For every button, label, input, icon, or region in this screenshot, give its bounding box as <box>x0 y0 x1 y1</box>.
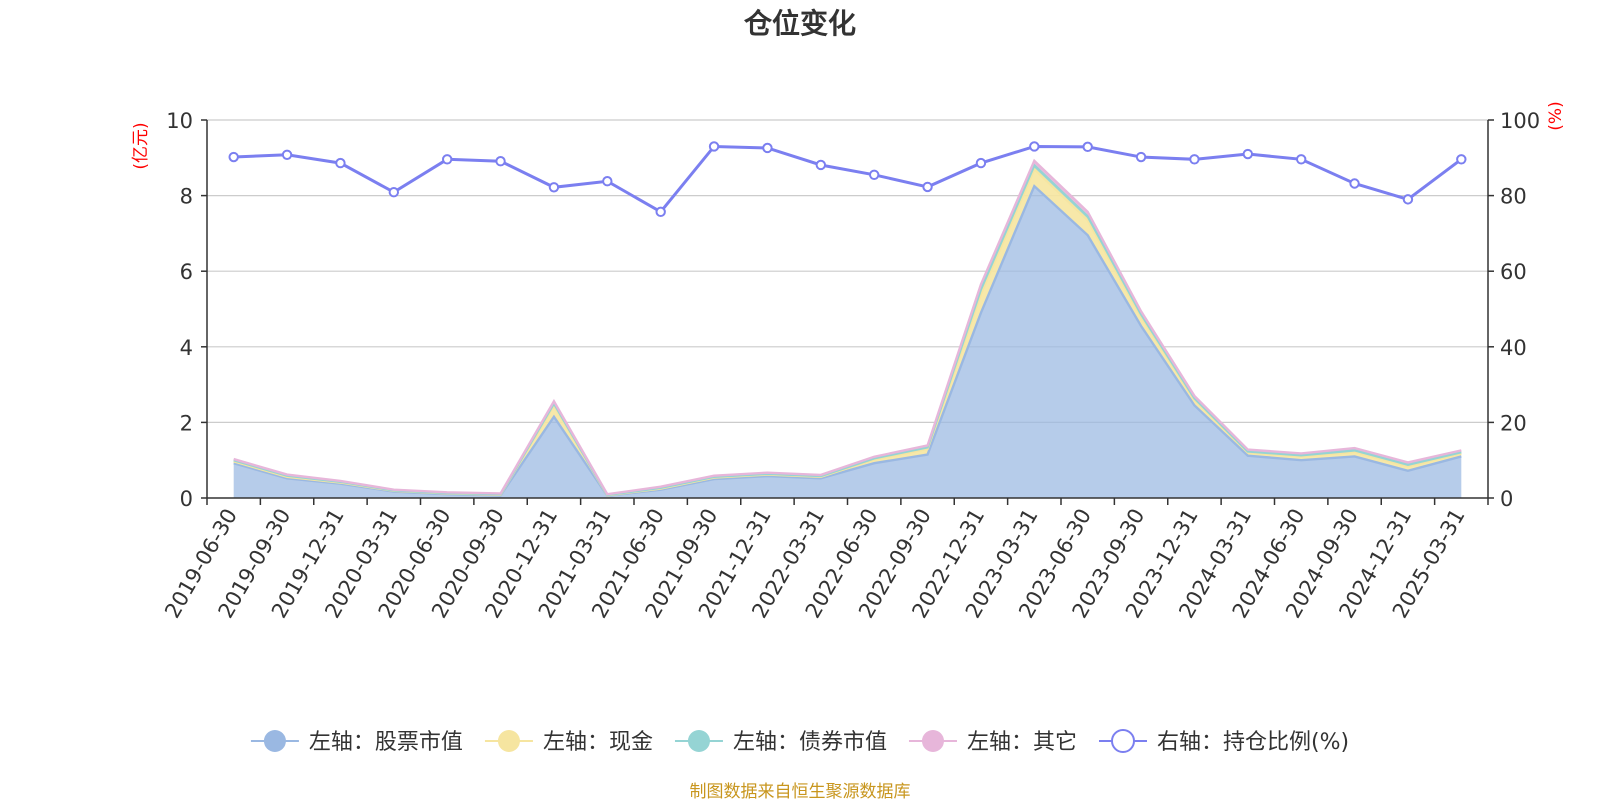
area-series-1 <box>233 169 1462 496</box>
right-axis-unit: (%) <box>1546 101 1566 130</box>
position-ratio-point <box>922 181 933 193</box>
legend-hollow-circle-icon <box>1110 729 1135 753</box>
position-ratio-point <box>1456 154 1467 165</box>
right-axis-tick-label: 20 <box>1500 411 1527 435</box>
position-ratio-point <box>602 176 613 187</box>
right-axis-tick-label: 80 <box>1500 185 1527 209</box>
legend: 左轴：股票市值 左轴：现金 左轴：债券市值 左轴：其它 右轴：持仓比例(%) <box>250 729 1349 755</box>
legend-circle-icon <box>263 730 286 752</box>
position-ratio-point <box>708 141 720 152</box>
legend-label: 左轴：其它 <box>967 730 1077 755</box>
position-ratio-point <box>1082 141 1093 153</box>
legend-circle-icon <box>921 730 944 752</box>
position-ratio-line <box>228 141 1467 218</box>
position-ratio-point <box>1135 151 1147 163</box>
position-ratio-point <box>815 159 827 171</box>
position-ratio-point <box>441 154 453 165</box>
right-axis-tick-label: 0 <box>1500 487 1513 511</box>
position-ratio-point <box>655 206 666 218</box>
data-source-note: 制图数据来自恒生聚源数据库 <box>690 782 911 800</box>
position-ratio-point <box>1242 148 1254 160</box>
left-axis-tick-label: 2 <box>180 411 193 435</box>
legend-circle-icon <box>497 730 520 752</box>
position-ratio-point <box>335 157 346 169</box>
axes: 02468100204060801002019-06-302019-09-302… <box>160 109 1540 622</box>
area-series-3 <box>233 160 1462 495</box>
legend-circle-icon <box>687 730 710 752</box>
position-ratio-point <box>1349 178 1360 189</box>
left-axis-tick-label: 0 <box>180 487 193 511</box>
area-series-edge-2 <box>233 163 1462 497</box>
chart-title: 仓位变化 <box>744 7 856 40</box>
position-ratio-point <box>868 169 880 181</box>
left-axis-tick-label: 4 <box>180 336 193 360</box>
left-axis-tick-label: 10 <box>166 109 193 133</box>
area-series-edge-3 <box>233 158 1462 496</box>
position-ratio-point <box>281 149 293 160</box>
area-series-0 <box>233 186 1462 498</box>
position-ratio-point <box>975 157 987 169</box>
grid-lines <box>207 119 1488 423</box>
position-ratio-point <box>1295 154 1307 165</box>
position-ratio-point <box>388 186 400 198</box>
position-ratio-point <box>1402 194 1414 205</box>
stacked-areas <box>233 158 1462 498</box>
position-ratio-line-path <box>233 144 1463 214</box>
left-axis-unit: (亿元) <box>131 122 151 169</box>
right-axis-tick-label: 40 <box>1500 336 1527 360</box>
area-series-edge-1 <box>233 167 1462 497</box>
area-series-2 <box>233 165 1462 496</box>
legend-label: 左轴：现金 <box>543 730 653 755</box>
position-ratio-point <box>495 156 506 167</box>
legend-label: 左轴：债券市值 <box>733 730 887 755</box>
legend-label: 左轴：股票市值 <box>309 730 463 755</box>
area-series-edge-0 <box>233 184 1462 498</box>
legend-label: 右轴：持仓比例(%) <box>1157 730 1349 755</box>
right-axis-tick-label: 100 <box>1500 109 1540 133</box>
position-ratio-point <box>762 142 773 154</box>
right-axis-tick-label: 60 <box>1500 260 1527 284</box>
left-axis-tick-label: 8 <box>180 185 193 209</box>
position-ratio-point <box>1189 154 1200 165</box>
position-ratio-point <box>228 151 239 163</box>
position-ratio-point <box>1029 141 1040 152</box>
left-axis-tick-label: 6 <box>180 260 193 284</box>
position-ratio-point <box>548 182 560 193</box>
